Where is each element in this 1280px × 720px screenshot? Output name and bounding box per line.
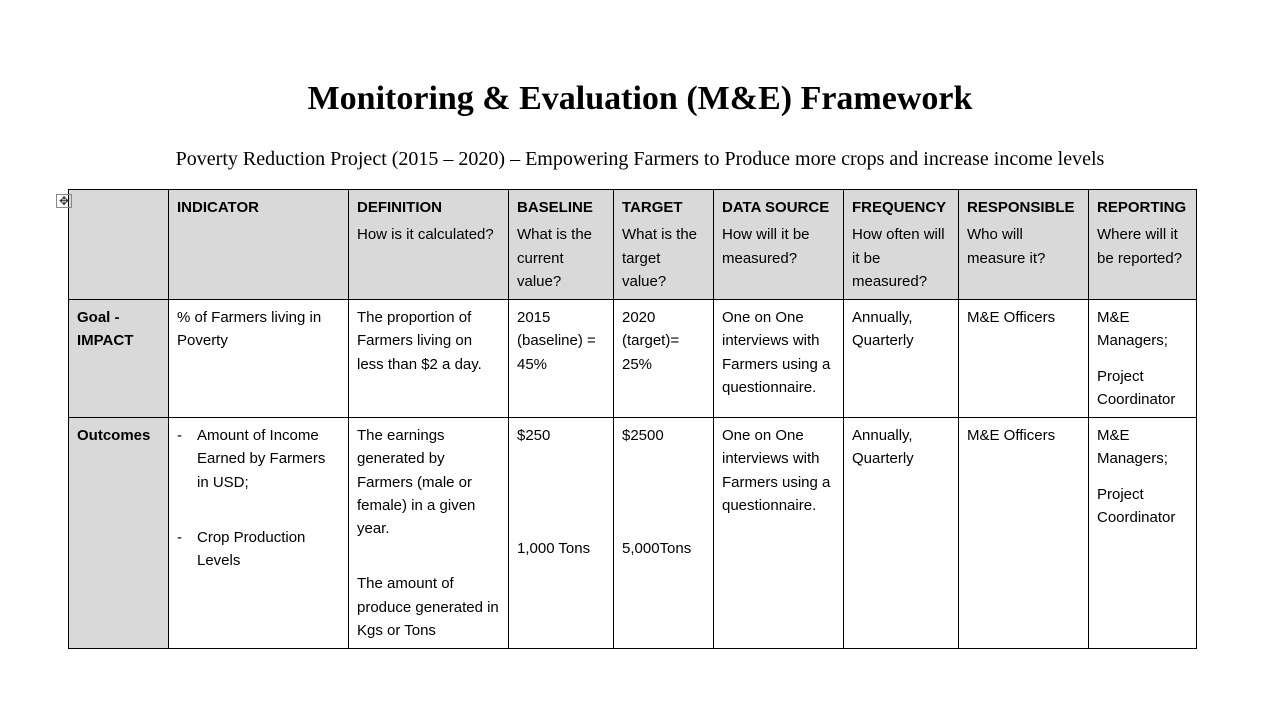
bullet-text: Crop Production Levels (197, 526, 340, 573)
header-label: DATA SOURCE (722, 196, 835, 219)
baseline-line: $250 (517, 424, 605, 447)
table-anchor-icon: ✥ (56, 194, 72, 208)
header-definition: DEFINITION How is it calculated? (349, 190, 509, 300)
bullet-icon: - (177, 526, 197, 573)
header-sub: Where will it be reported? (1097, 223, 1188, 270)
header-baseline: BASELINE What is the current value? (509, 190, 614, 300)
header-label: DEFINITION (357, 196, 500, 219)
cell-target: $2500 5,000Tons (614, 418, 714, 649)
header-label: BASELINE (517, 196, 605, 219)
page-subtitle: Poverty Reduction Project (2015 – 2020) … (60, 148, 1220, 171)
header-label: TARGET (622, 196, 705, 219)
target-line: 5,000Tons (622, 537, 705, 560)
reporting-line: Project Coordinator (1097, 365, 1188, 412)
page-title: Monitoring & Evaluation (M&E) Framework (60, 80, 1220, 118)
cell-definition: The proportion of Farmers living on less… (349, 300, 509, 418)
header-sub: What is the target value? (622, 223, 705, 293)
header-indicator: INDICATOR (169, 190, 349, 300)
bullet-icon: - (177, 424, 197, 494)
cell-indicator: - Amount of Income Earned by Farmers in … (169, 418, 349, 649)
cell-reporting: M&E Managers; Project Coordinator (1089, 418, 1197, 649)
baseline-line: 1,000 Tons (517, 537, 605, 560)
header-datasource: DATA SOURCE How will it be measured? (714, 190, 844, 300)
target-line: $2500 (622, 424, 705, 447)
table-header-row: INDICATOR DEFINITION How is it calculate… (69, 190, 1197, 300)
cell-responsible: M&E Officers (959, 300, 1089, 418)
header-responsible: RESPONSIBLE Who will measure it? (959, 190, 1089, 300)
cell-datasource: One on One interviews with Farmers using… (714, 300, 844, 418)
definition-line: The earnings generated by Farmers (male … (357, 424, 500, 540)
reporting-line: Project Coordinator (1097, 483, 1188, 530)
bullet-text: Amount of Income Earned by Farmers in US… (197, 424, 340, 494)
row-label: Outcomes (69, 418, 169, 649)
cell-frequency: Annually, Quarterly (844, 418, 959, 649)
header-sub: How often will it be measured? (852, 223, 950, 293)
header-target: TARGET What is the target value? (614, 190, 714, 300)
cell-baseline: $250 1,000 Tons (509, 418, 614, 649)
cell-indicator: % of Farmers living in Poverty (169, 300, 349, 418)
header-blank (69, 190, 169, 300)
cell-target: 2020 (target)= 25% (614, 300, 714, 418)
table-row: Outcomes - Amount of Income Earned by Fa… (69, 418, 1197, 649)
header-frequency: FREQUENCY How often will it be measured? (844, 190, 959, 300)
definition-line: The amount of produce generated in Kgs o… (357, 572, 500, 642)
header-reporting: REPORTING Where will it be reported? (1089, 190, 1197, 300)
reporting-line: M&E Managers; (1097, 306, 1188, 353)
cell-baseline: 2015 (baseline) = 45% (509, 300, 614, 418)
header-label: RESPONSIBLE (967, 196, 1080, 219)
header-sub: How will it be measured? (722, 223, 835, 270)
list-item: - Amount of Income Earned by Farmers in … (177, 424, 340, 494)
cell-responsible: M&E Officers (959, 418, 1089, 649)
list-item: - Crop Production Levels (177, 526, 340, 573)
header-label: INDICATOR (177, 196, 340, 219)
reporting-line: M&E Managers; (1097, 424, 1188, 471)
row-label: Goal - IMPACT (69, 300, 169, 418)
header-label: FREQUENCY (852, 196, 950, 219)
header-sub: What is the current value? (517, 223, 605, 293)
cell-reporting: M&E Managers; Project Coordinator (1089, 300, 1197, 418)
header-label: REPORTING (1097, 196, 1188, 219)
cell-frequency: Annually, Quarterly (844, 300, 959, 418)
cell-definition: The earnings generated by Farmers (male … (349, 418, 509, 649)
cell-datasource: One on One interviews with Farmers using… (714, 418, 844, 649)
header-sub: How is it calculated? (357, 223, 500, 246)
header-sub: Who will measure it? (967, 223, 1080, 270)
framework-table: INDICATOR DEFINITION How is it calculate… (68, 189, 1197, 649)
table-row: Goal - IMPACT % of Farmers living in Pov… (69, 300, 1197, 418)
